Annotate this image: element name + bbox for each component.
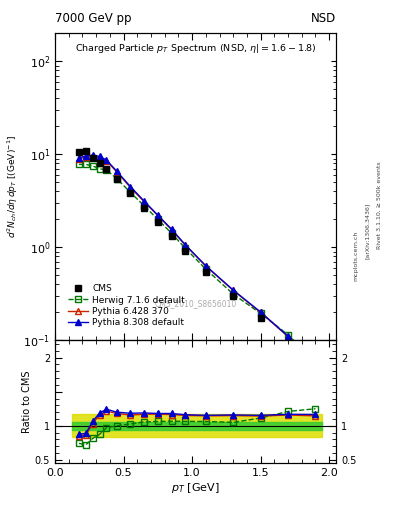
Text: Charged Particle $p_T$ Spectrum (NSD, $\eta| = 1.6 - 1.8)$: Charged Particle $p_T$ Spectrum (NSD, $\… xyxy=(75,42,316,55)
Y-axis label: Ratio to CMS: Ratio to CMS xyxy=(22,371,32,433)
Y-axis label: $d^{2}N_{ch}/d\eta\,dp_{T}\,\,[\mathrm{(GeV)}^{-1}]$: $d^{2}N_{ch}/d\eta\,dp_{T}\,\,[\mathrm{(… xyxy=(6,135,20,239)
Text: NSD: NSD xyxy=(311,12,336,25)
Text: 7000 GeV pp: 7000 GeV pp xyxy=(55,12,132,25)
X-axis label: $p_T$ [GeV]: $p_T$ [GeV] xyxy=(171,481,220,495)
Text: [arXiv:1306.3436]: [arXiv:1306.3436] xyxy=(365,202,370,259)
Text: mcplots.cern.ch: mcplots.cern.ch xyxy=(353,231,358,281)
Legend: CMS, Herwig 7.1.6 default, Pythia 6.428 370, Pythia 8.308 default: CMS, Herwig 7.1.6 default, Pythia 6.428 … xyxy=(65,282,188,330)
Text: CMS_2010_S8656010: CMS_2010_S8656010 xyxy=(154,299,237,308)
Text: Rivet 3.1.10, ≥ 500k events: Rivet 3.1.10, ≥ 500k events xyxy=(377,161,382,249)
